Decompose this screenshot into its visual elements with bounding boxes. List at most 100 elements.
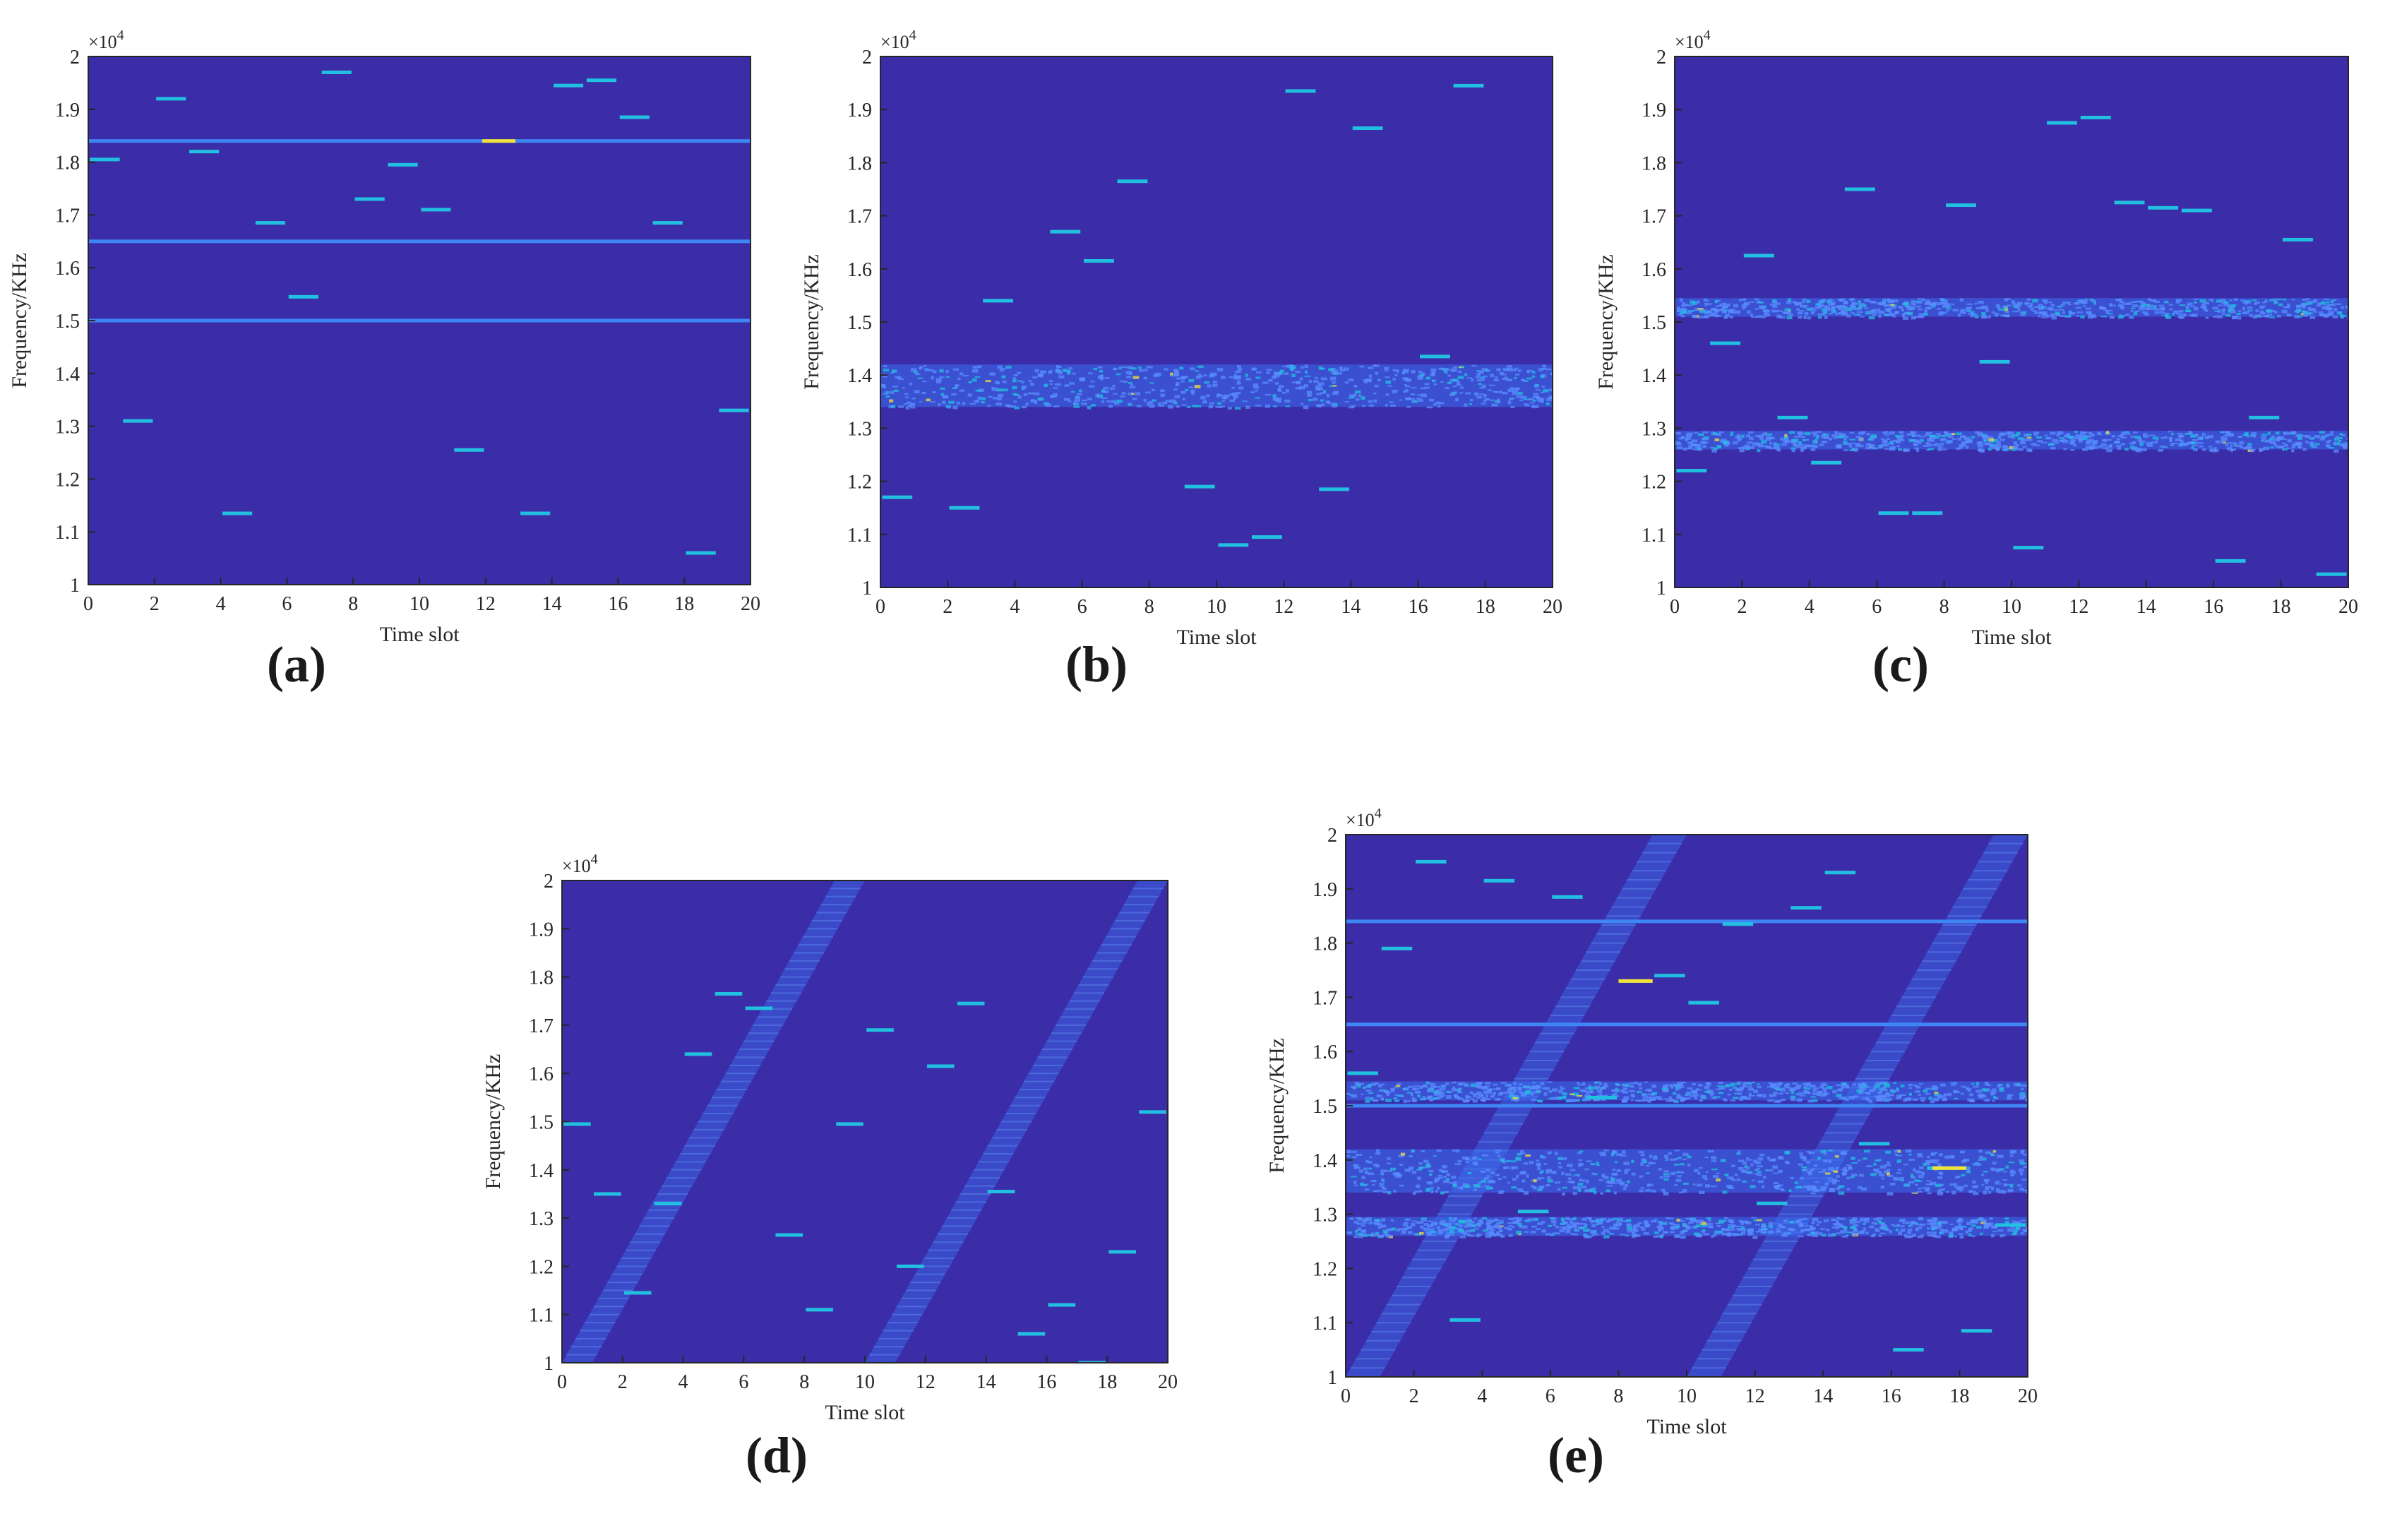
hop-burst <box>1352 126 1383 131</box>
panel-label-d: (d) <box>746 1427 808 1484</box>
hop-burst <box>1688 1001 1719 1005</box>
x-tick-label: 12 <box>1745 1385 1765 1407</box>
hop-burst <box>1416 859 1447 864</box>
x-tick-label: 12 <box>476 593 496 615</box>
chart-panel-e: 0 2 4 6 8 10 12 14 16 18 20 1 1.1 1.2 1.3 1.4 1.5 1.6 1.7 1… <box>1240 792 2042 1472</box>
y-tick-label: 1.3 <box>55 417 80 438</box>
plot-area <box>1346 835 2028 1377</box>
hop-burst <box>987 1190 1015 1194</box>
plot-area <box>88 56 751 585</box>
hop-burst <box>520 511 551 515</box>
x-tick-label: 20 <box>2018 1385 2038 1407</box>
x-axis-label: Time slot <box>825 1401 905 1424</box>
y-tick-label: 1.3 <box>529 1208 554 1230</box>
x-tick-label: 2 <box>1409 1385 1419 1407</box>
y-tick-label: 1.7 <box>529 1015 554 1037</box>
plot-background <box>1675 56 2348 587</box>
y-tick-label: 1.3 <box>1313 1205 1337 1226</box>
y-tick-label: 1.2 <box>847 472 872 494</box>
y-tick-label: 2 <box>544 871 554 893</box>
x-tick-label: 12 <box>2069 596 2088 618</box>
hop-burst <box>1979 359 2010 364</box>
chart-panel-c: 0 2 4 6 8 10 12 14 16 18 20 1 1.1 1.2 1.3 1.4 1.5 1.6 1.7 1… <box>1569 14 2362 683</box>
x-tick-label: 0 <box>1670 596 1680 618</box>
y-tick-label: 1.2 <box>1313 1258 1337 1280</box>
y-tick-label: 1.7 <box>1313 987 1337 1009</box>
x-tick-label: 20 <box>1158 1371 1178 1393</box>
y-tick-label: 1.7 <box>847 206 872 228</box>
noise-band <box>1346 1149 2028 1196</box>
x-tick-label: 8 <box>1613 1385 1623 1407</box>
hop-burst <box>654 1202 682 1206</box>
hop-burst <box>2316 572 2347 576</box>
x-tick-label: 4 <box>216 593 226 615</box>
y-tick-label: 1.5 <box>847 312 872 334</box>
hop-burst <box>2114 201 2145 205</box>
hop-burst <box>897 1264 924 1268</box>
x-tick-label: 6 <box>1872 596 1882 618</box>
x-tick-label: 8 <box>1939 596 1949 618</box>
hop-burst <box>1824 871 1856 875</box>
panel-label-b: (b) <box>1065 636 1128 693</box>
hop-burst <box>745 1006 773 1010</box>
panel-label-a: (a) <box>267 636 326 693</box>
hop-burst <box>1050 229 1081 234</box>
hop-burst <box>2282 237 2313 241</box>
hop-burst <box>2181 208 2212 213</box>
x-tick-label: 18 <box>2271 596 2291 618</box>
y-tick-label: 1.8 <box>1313 933 1337 955</box>
y-tick-label: 1.6 <box>1642 259 1666 281</box>
y-tick-label: 1 <box>1656 578 1666 599</box>
hop-burst <box>189 150 220 154</box>
y-tick-label: 1.2 <box>55 469 80 491</box>
noise-band <box>880 364 1553 410</box>
hop-burst <box>1791 906 1822 910</box>
x-tick-label: 0 <box>1341 1385 1351 1407</box>
x-tick-label: 10 <box>1677 1385 1697 1407</box>
chart-svg-b: 0 2 4 6 8 10 12 14 16 18 20 1 1.1 1.2 1.3 1.4 1.5 1.6 1.7 1… <box>800 28 1562 649</box>
y-tick-label: 1.2 <box>529 1256 554 1278</box>
plot-background <box>880 56 1553 587</box>
fixed-tone-line <box>88 239 751 244</box>
hop-burst <box>2013 546 2044 550</box>
x-tick-label: 20 <box>2338 596 2358 618</box>
x-tick-label: 2 <box>618 1371 628 1393</box>
x-tick-label: 16 <box>1036 1371 1056 1393</box>
hop-burst <box>1381 946 1413 950</box>
y-tick-label: 1.1 <box>55 522 80 544</box>
plot-area <box>1675 56 2348 587</box>
hop-burst <box>1078 1361 1106 1363</box>
y-tick-label: 1.7 <box>55 205 80 227</box>
y-tick-label: 1.4 <box>1313 1150 1337 1172</box>
hop-burst <box>1483 878 1515 883</box>
hop-burst <box>255 221 286 225</box>
hop-burst <box>1961 1329 1992 1333</box>
y-tick-label: 1.4 <box>529 1160 554 1182</box>
hop-burst <box>1743 253 1774 258</box>
x-tick-label: 20 <box>1543 596 1562 618</box>
hop-burst <box>806 1308 833 1312</box>
hop-burst <box>1811 460 1842 465</box>
y-tick-label: 1.5 <box>55 311 80 333</box>
x-tick-label: 4 <box>679 1371 688 1393</box>
x-tick-label: 14 <box>1341 596 1361 618</box>
hop-burst <box>421 208 451 212</box>
hop-burst <box>1218 543 1249 547</box>
y-axis-label: Frequency/KHz <box>8 253 31 388</box>
panel-label-c: (c) <box>1872 636 1929 693</box>
y-tick-label: 1.6 <box>529 1063 554 1085</box>
hop-burst <box>1945 203 1976 208</box>
x-tick-label: 12 <box>916 1371 936 1393</box>
sweep-band <box>562 881 865 1363</box>
y-tick-label: 1.8 <box>1642 153 1666 174</box>
x-tick-label: 6 <box>739 1371 748 1393</box>
y-tick-label: 1.5 <box>1313 1096 1337 1118</box>
plot-background <box>562 881 1168 1363</box>
y-tick-label: 1.4 <box>55 364 80 386</box>
x-tick-label: 8 <box>799 1371 809 1393</box>
x-tick-label: 14 <box>542 593 562 615</box>
hop-burst <box>1654 974 1685 978</box>
hop-burst <box>619 115 650 119</box>
y-tick-label: 1 <box>70 575 80 597</box>
y-tick-label: 1.8 <box>847 153 872 174</box>
